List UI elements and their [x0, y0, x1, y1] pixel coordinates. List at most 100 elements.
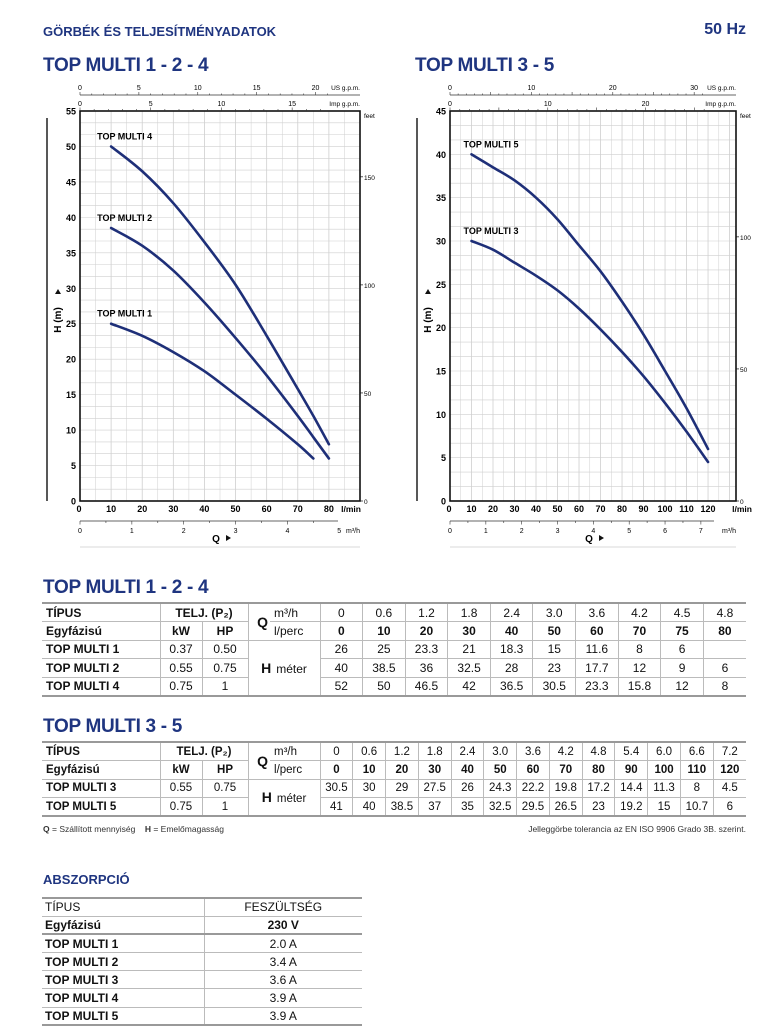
curve-label: TOP MULTI 3: [464, 226, 519, 236]
m3h-unit: m³/h: [274, 745, 298, 758]
us-gpm-tick-label: 15: [253, 85, 261, 92]
model-name: TOP MULTI 5: [42, 1007, 205, 1026]
head-value: 8: [679, 779, 714, 798]
y-tick-label: 10: [66, 426, 76, 436]
feet-tick-label: 50: [740, 367, 748, 374]
head-value: 15: [532, 640, 576, 659]
us-gpm-tick-label: 5: [137, 85, 141, 92]
m3h-value: 4.8: [702, 603, 746, 622]
head-value: 35: [450, 797, 484, 816]
model-name: TOP MULTI 4: [46, 679, 120, 693]
power-header: TELJ. (P₂): [159, 742, 249, 761]
head-value: 11.6: [575, 640, 619, 659]
us-gpm-tick-label: 10: [527, 85, 535, 92]
absorption-title: ABSZORPCIÓ: [43, 872, 130, 887]
lpm-unit: l/perc: [274, 623, 304, 638]
y-tick-label: 0: [71, 497, 76, 507]
y-tick-label: 25: [66, 319, 76, 329]
m3h-value: 0: [319, 603, 363, 622]
x-tick-label: 10: [106, 504, 116, 514]
h-unit: méter: [276, 661, 307, 676]
head-value: 29.5: [516, 797, 550, 816]
y-tick-label: 30: [66, 284, 76, 294]
head-value: 14.4: [614, 779, 648, 798]
table-row: TOP MULTI 1 2.0 A: [42, 934, 362, 954]
phase-row: Egyfázisú 230 V: [42, 916, 362, 936]
arrow-up-icon: [55, 289, 61, 294]
y-tick-label: 5: [441, 453, 446, 463]
head-value: 8: [702, 677, 746, 696]
head-value: 36: [404, 658, 448, 677]
curve-label: TOP MULTI 5: [464, 139, 519, 149]
curve-label: TOP MULTI 1: [97, 309, 152, 319]
head-value: 29: [385, 779, 419, 798]
performance-table-1-2-4: TÍPUS TELJ. (P₂) Q m³/h 0 0.6 1.2 1.8 2.4 3.0…: [42, 602, 746, 697]
lpm-value: 120: [712, 760, 746, 779]
head-value: 26: [319, 640, 363, 659]
hp-value: 1: [201, 797, 249, 816]
feet-tick-label: 100: [740, 235, 751, 242]
table-row: TOP MULTI 5 3.9 A: [42, 1007, 362, 1026]
head-value: 37: [417, 797, 452, 816]
head-value: 36.5: [489, 677, 533, 696]
x-tick-label: 40: [199, 504, 209, 514]
voltage-value: 230 V: [204, 916, 362, 936]
us-gpm-tick-label: 10: [194, 85, 202, 92]
q-label: Q: [247, 742, 271, 779]
head-value: 38.5: [385, 797, 419, 816]
h-unit: méter: [276, 793, 307, 806]
lpm-value: 60: [516, 760, 550, 779]
head-value: 15.8: [617, 677, 661, 696]
hp-value: 0.75: [201, 658, 248, 677]
imp-gpm-tick-label: 0: [78, 101, 82, 108]
head-value: 19.8: [548, 779, 583, 798]
lpm-value: 90: [614, 760, 648, 779]
head-value: 6: [660, 640, 704, 659]
m3h-value: 7.2: [712, 742, 746, 761]
header-row: TÍPUS FESZÜLTSÉG: [42, 898, 362, 917]
lpm-value: 70: [548, 760, 583, 779]
imp-gpm-tick-label: 15: [288, 101, 296, 108]
curve-top-multi-2: [109, 226, 331, 460]
x-tick-label: 70: [596, 504, 606, 514]
m3h-tick-label: 4: [591, 528, 595, 535]
y-tick-label: 20: [66, 355, 76, 365]
lpm-value: 30: [447, 621, 491, 640]
head-value: 23.3: [404, 640, 448, 659]
head-value: 32.5: [483, 797, 517, 816]
m3h-tick-label: 5: [627, 528, 631, 535]
m3h-value: 1.2: [404, 603, 448, 622]
y-axis-label: H (m): [423, 307, 434, 333]
m3h-value: 3.0: [483, 742, 517, 761]
head-value: 18.3: [489, 640, 533, 659]
x-tick-label: 30: [510, 504, 520, 514]
imp-gpm-tick-label: 20: [642, 101, 650, 108]
x-tick-label: 50: [553, 504, 563, 514]
y-tick-label: 10: [436, 410, 446, 420]
head-value: 19.2: [614, 797, 648, 816]
h-text: = Emelőmagasság: [153, 824, 224, 834]
q-label: Q: [247, 603, 270, 640]
x-tick-label: 70: [293, 504, 303, 514]
imp-gpm-tick-label: 0: [448, 101, 452, 108]
head-value: 21: [447, 640, 491, 659]
m3h-unit-label: m³/h: [722, 528, 736, 535]
feet-unit-label: feet: [740, 113, 751, 120]
y-tick-label: 35: [436, 193, 446, 203]
y-tick-label: 55: [66, 107, 76, 117]
m3h-tick-label: 7: [699, 528, 703, 535]
x-tick-label: 110: [679, 504, 694, 514]
y-tick-label: 30: [436, 237, 446, 247]
x-tick-label: 60: [262, 504, 272, 514]
curve-top-multi-5: [470, 153, 710, 451]
head-value: 15: [647, 797, 681, 816]
model-name: TOP MULTI 2: [46, 660, 120, 675]
lpm-value: 75: [660, 621, 704, 640]
hp-value: 0.75: [201, 779, 249, 798]
header-row-lpm: Egyfázisú kW HP l/perc 0 10 20 30 40 50 60 70 80…: [42, 760, 746, 779]
m3h-value: 4.8: [581, 742, 615, 761]
phase-header: Egyfázisú: [46, 623, 103, 638]
